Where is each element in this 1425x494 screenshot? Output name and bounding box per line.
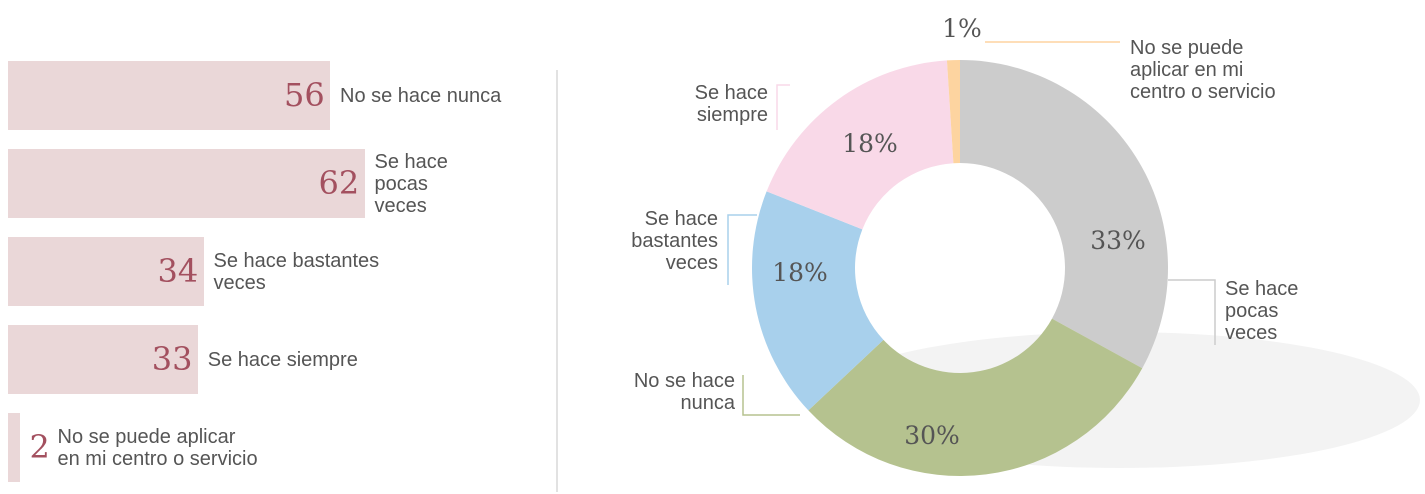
bar	[8, 149, 365, 218]
category-label: No se puede aplicar en mi centro o servi…	[1130, 37, 1276, 103]
slice	[946, 60, 960, 164]
slice-label: 33%	[1090, 226, 1146, 255]
category-text: Se hace bastantes veces	[213, 249, 380, 294]
category-label: Se hace siempre	[208, 325, 358, 394]
slice	[960, 60, 1168, 369]
slice-label: 18%	[772, 258, 828, 287]
category-label: Se hace bastantes veces	[631, 208, 718, 274]
slice	[808, 318, 1143, 477]
leader-line	[727, 214, 757, 285]
category-label: No se puede aplicar en mi centro o servi…	[58, 413, 318, 482]
slice-label: 1%	[942, 14, 982, 43]
leader-line	[742, 375, 800, 416]
value-label: 33	[151, 340, 193, 378]
slice-label: 18%	[842, 129, 898, 158]
leader-line	[1168, 279, 1216, 345]
value-label: 56	[284, 76, 325, 114]
value-label: 34	[157, 252, 199, 290]
category-label: Se hace pocas veces	[1225, 278, 1299, 344]
category-text: No se puede aplicar en mi centro o servi…	[57, 425, 258, 470]
bar	[8, 325, 198, 394]
value-label: 62	[318, 164, 360, 202]
bar	[8, 237, 204, 306]
bar	[8, 413, 20, 482]
category-label: Se hace siempre	[694, 82, 768, 126]
leader-line	[776, 84, 790, 130]
category-label: No se hace nunca	[633, 370, 735, 414]
value-label: 2	[29, 428, 50, 466]
category-text: Se hace siempre	[207, 348, 358, 371]
slice	[766, 60, 954, 230]
category-label: Se hace bastantes veces	[214, 237, 414, 306]
category-text: No se hace nunca	[340, 84, 502, 107]
bar	[8, 61, 330, 130]
category-label: Se hace pocas veces	[375, 149, 470, 218]
slice	[752, 191, 884, 411]
category-label: No se hace nunca	[340, 61, 501, 130]
category-text: Se hace pocas veces	[374, 150, 448, 217]
slice-label: 30%	[904, 421, 960, 450]
